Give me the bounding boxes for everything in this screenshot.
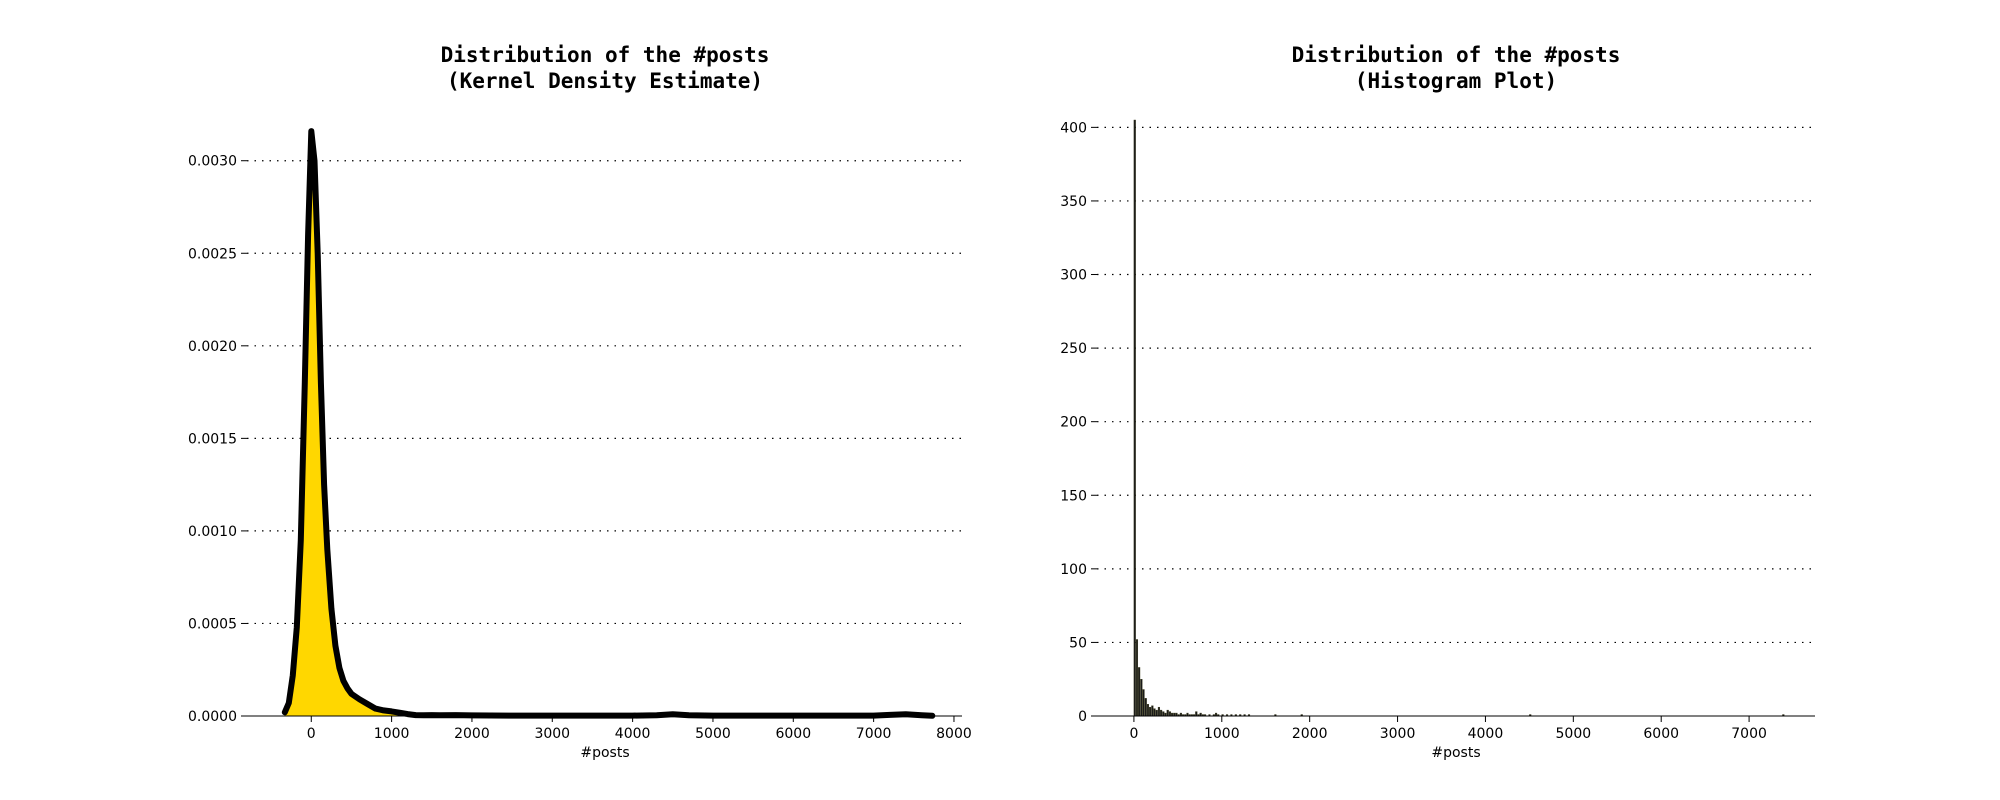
kde-y-ticks: 0.0000 0.0005 0.0010 0.0015 0.0020 0.0025 0.00…	[188, 154, 247, 725]
kde-x-axis-label: #posts	[580, 745, 629, 761]
hist-y-tick-label: 50	[1069, 635, 1087, 651]
hist-bar	[1146, 704, 1149, 717]
kde-x-tick-label: 7000	[856, 726, 892, 742]
hist-title-line2: (Histogram Plot)	[1355, 69, 1557, 93]
hist-bars	[1133, 119, 1785, 717]
kde-x-tick-label: 3000	[534, 726, 570, 742]
hist-bar	[1135, 639, 1139, 717]
hist-bar	[1149, 706, 1152, 717]
kde-panel: Distribution of the #posts (Kernel Densi…	[188, 43, 972, 761]
kde-x-tick-label: 0	[307, 726, 316, 742]
kde-y-tick-label: 0.0005	[188, 616, 237, 632]
kde-y-tick-label: 0.0020	[188, 339, 237, 355]
hist-gridlines	[1097, 126, 1815, 644]
kde-title-line2: (Kernel Density Estimate)	[447, 69, 763, 93]
kde-y-tick-label: 0.0010	[188, 524, 237, 540]
kde-y-tick-label: 0.0025	[188, 246, 237, 262]
histogram-panel: Distribution of the #posts (Histogram Pl…	[1060, 43, 1815, 761]
kde-y-tick-label: 0.0030	[188, 154, 237, 170]
hist-x-axis-label: #posts	[1431, 745, 1480, 761]
hist-y-tick-label: 250	[1060, 341, 1087, 357]
hist-y-tick-label: 300	[1060, 268, 1087, 284]
hist-y-tick-label: 350	[1060, 194, 1087, 210]
hist-bar	[1140, 679, 1143, 717]
hist-y-tick-label: 0	[1078, 709, 1087, 725]
hist-y-tick-label: 400	[1060, 120, 1087, 136]
hist-bar	[1157, 706, 1160, 717]
hist-x-tick-label: 4000	[1468, 726, 1504, 742]
kde-title-line1: Distribution of the #posts	[441, 43, 770, 67]
hist-bar	[1166, 709, 1169, 717]
hist-y-tick-label: 150	[1060, 488, 1087, 504]
kde-density-line	[281, 128, 936, 719]
hist-bar	[1133, 119, 1136, 717]
hist-y-tick-label: 200	[1060, 415, 1087, 431]
kde-x-tick-label: 2000	[454, 726, 490, 742]
kde-x-tick-label: 4000	[615, 726, 651, 742]
kde-y-tick-label: 0.0015	[188, 431, 237, 447]
hist-bar	[1151, 705, 1154, 717]
hist-bar	[1162, 711, 1165, 717]
hist-bar	[1142, 689, 1145, 717]
hist-title-line1: Distribution of the #posts	[1292, 43, 1621, 67]
hist-x-tick-label: 2000	[1292, 726, 1328, 742]
hist-bar	[1138, 667, 1141, 717]
hist-bar	[1168, 711, 1171, 717]
hist-x-tick-label: 7000	[1731, 726, 1767, 742]
hist-x-tick-label: 1000	[1204, 726, 1240, 742]
hist-bar	[1195, 711, 1198, 717]
kde-x-tick-label: 8000	[936, 726, 972, 742]
kde-y-tick-label: 0.0000	[188, 709, 237, 725]
hist-x-tick-label: 0	[1129, 726, 1138, 742]
hist-bar	[1160, 709, 1163, 717]
hist-bar	[1144, 698, 1147, 717]
hist-x-tick-label: 6000	[1643, 726, 1679, 742]
kde-x-ticks: 0 1000 2000 3000 4000 5000 6000 7000 8000	[307, 716, 972, 742]
kde-x-tick-label: 1000	[374, 726, 410, 742]
hist-x-tick-label: 5000	[1556, 726, 1592, 742]
kde-x-tick-label: 5000	[695, 726, 731, 742]
hist-y-tick-label: 100	[1060, 562, 1087, 578]
hist-bar	[1155, 709, 1158, 717]
kde-density-fill	[284, 131, 933, 717]
kde-x-tick-label: 6000	[775, 726, 811, 742]
hist-x-ticks: 0 1000 2000 3000 4000 5000 6000 7000	[1129, 716, 1767, 742]
hist-x-tick-label: 3000	[1380, 726, 1416, 742]
hist-bar	[1153, 708, 1156, 717]
kde-gridlines	[247, 160, 962, 625]
hist-y-ticks: 0 50 100 150 200 250 300 350 400	[1060, 120, 1097, 725]
